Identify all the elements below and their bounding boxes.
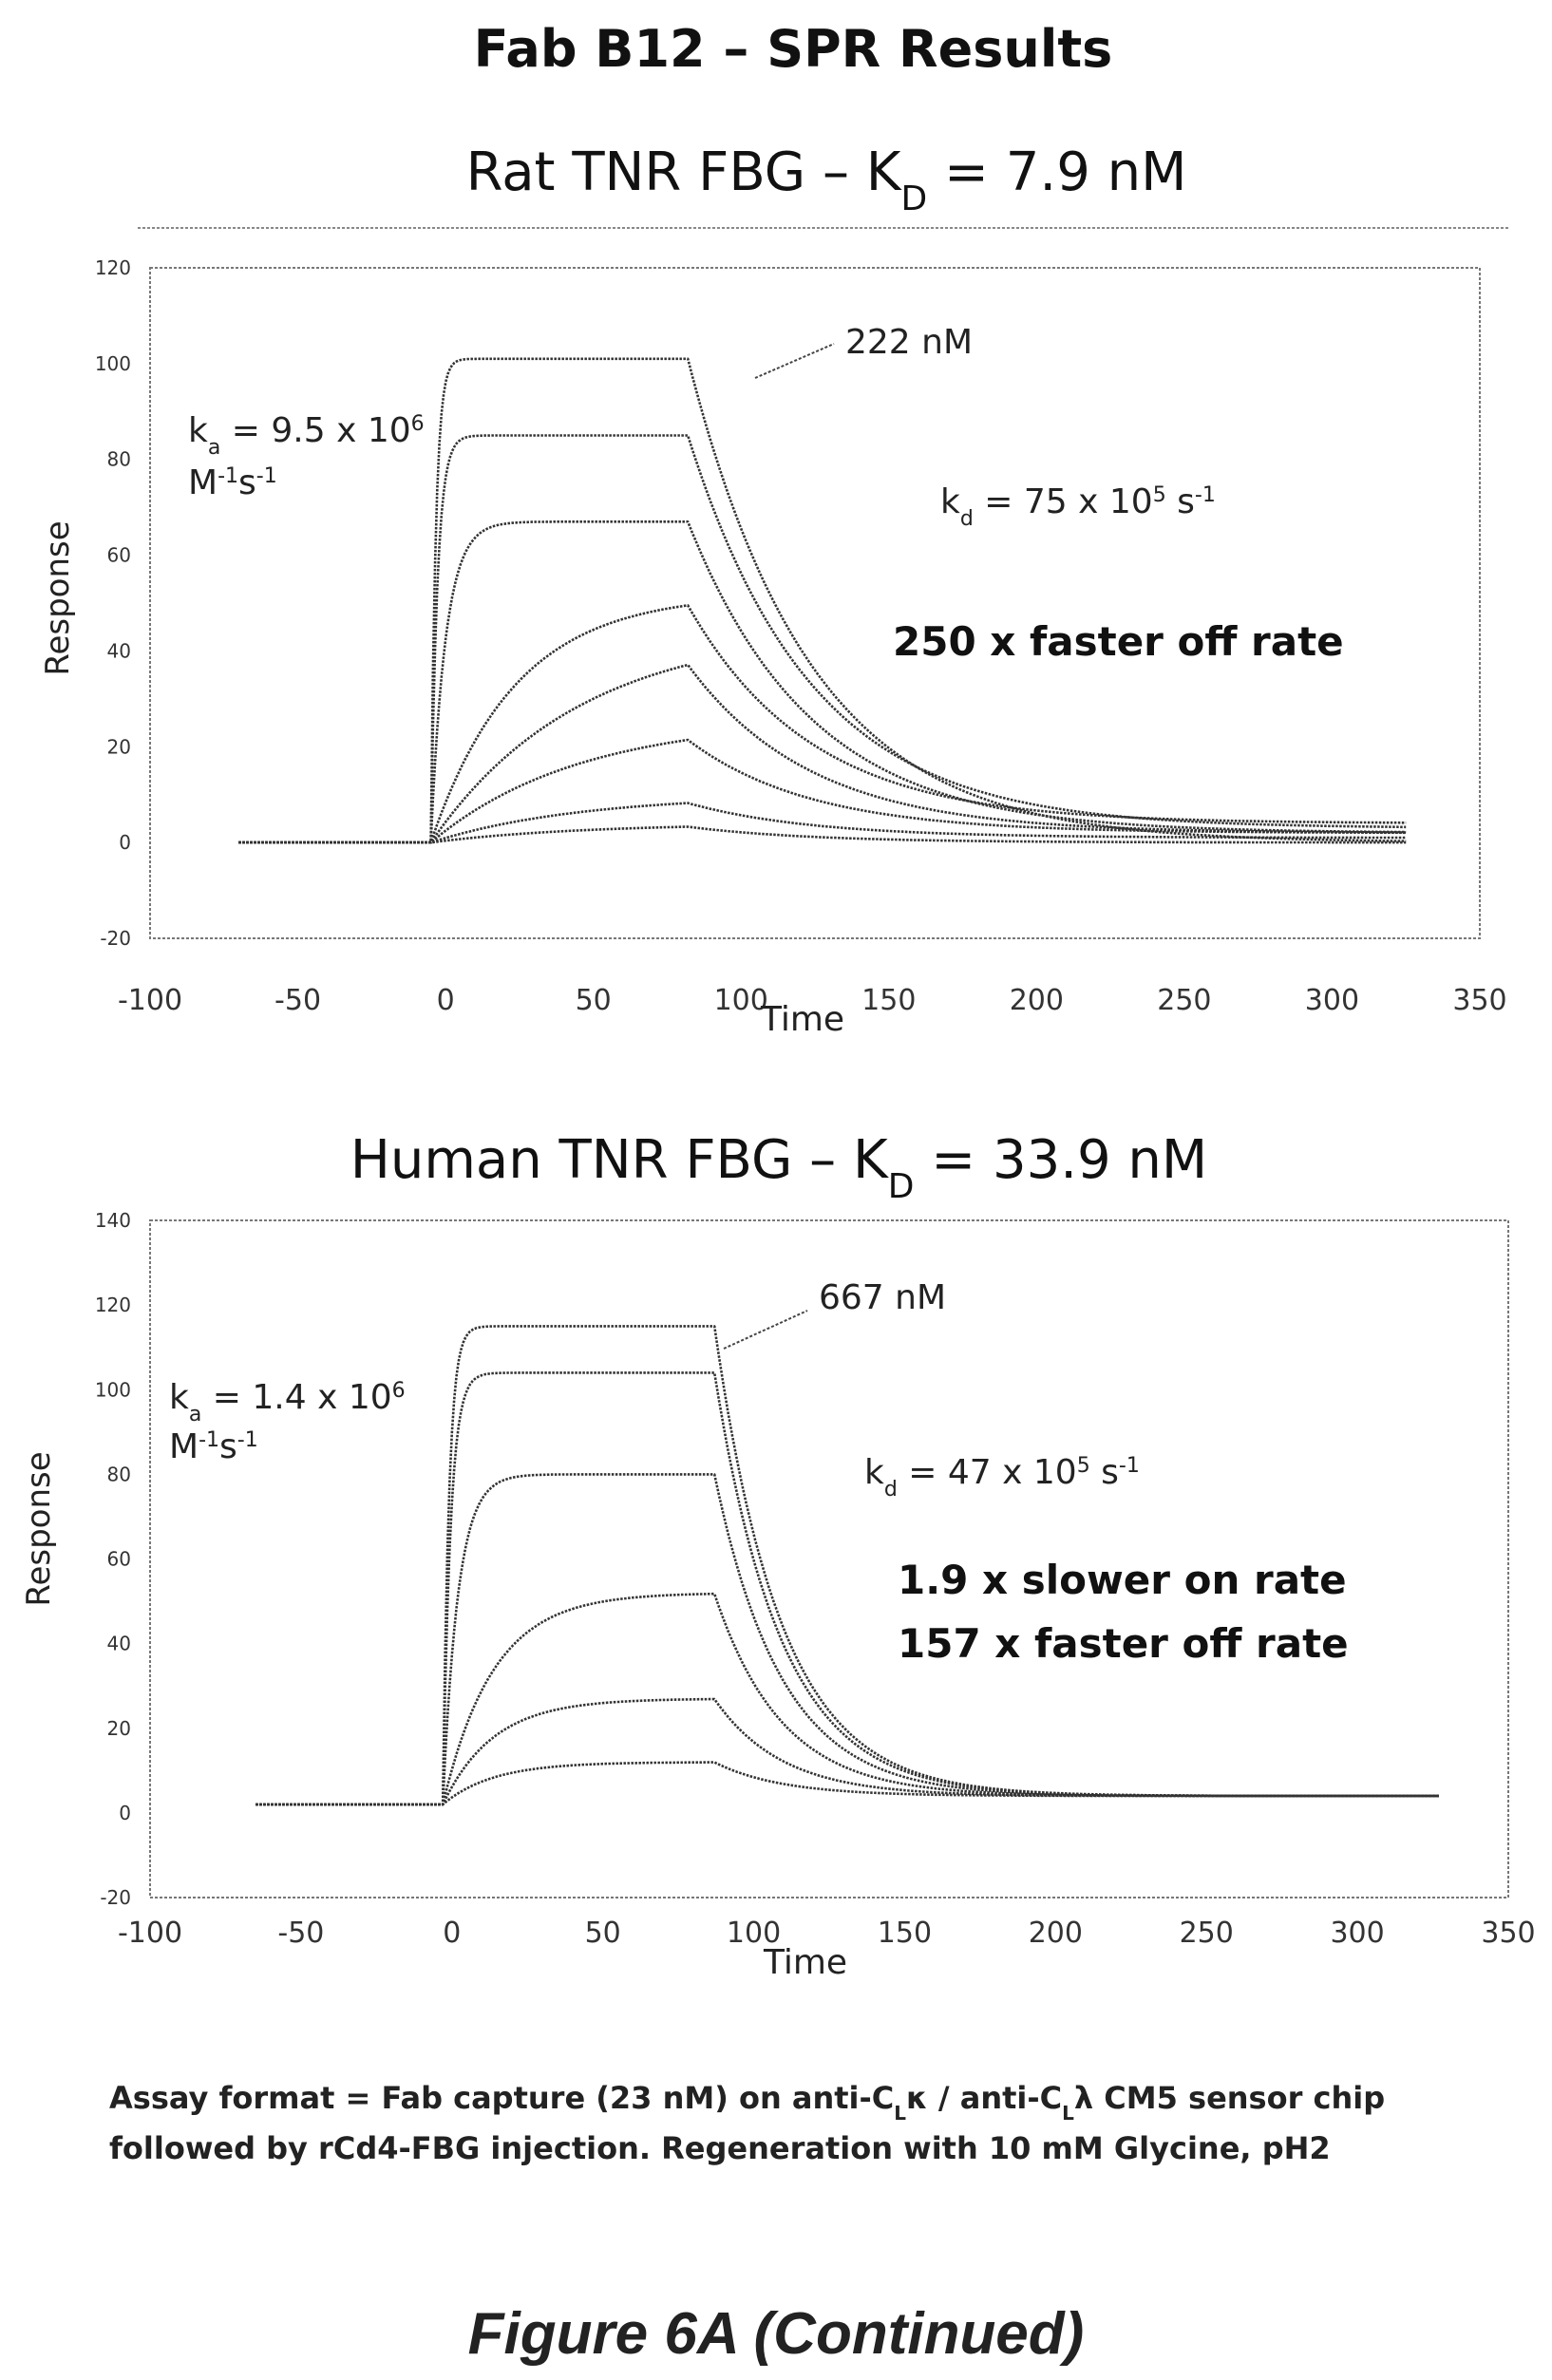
x-tick-label: 50 xyxy=(585,1917,621,1950)
sensorgram-curve-7 xyxy=(238,802,1407,844)
y-tick-label: 80 xyxy=(107,1463,131,1485)
sensorgram-curve-6 xyxy=(256,1761,1439,1806)
y-tick-labels: 140 120 100 80 60 40 20 0 -20 xyxy=(95,1209,131,1909)
sensorgram-curves xyxy=(256,1325,1439,1806)
ka-unit-label: M-1s-1 xyxy=(188,463,277,502)
x-tick-label: 250 xyxy=(1157,984,1211,1017)
y-tick-label: 80 xyxy=(107,448,131,471)
x-tick-label: 200 xyxy=(1010,984,1064,1017)
plot-area-frame xyxy=(149,1219,1509,1898)
sensorgram-curve-2 xyxy=(256,1371,1439,1806)
sensorgram-curve-4 xyxy=(238,604,1407,844)
y-tick-label: 0 xyxy=(119,831,131,854)
sensorgram-curve-8 xyxy=(238,825,1407,844)
chart-rat-tnr-fbg: Rat TNR FBG – KD = 7.9 nM 120 100 80 60 40 20… xyxy=(39,142,1508,1039)
y-tick-label: 40 xyxy=(107,1633,131,1655)
x-tick-label: 200 xyxy=(1029,1917,1083,1950)
rate-comparison-note: 250 x faster off rate xyxy=(893,618,1344,665)
y-tick-label: 20 xyxy=(107,735,131,758)
x-tick-label: -100 xyxy=(118,1917,182,1950)
x-tick-label: -50 xyxy=(277,1917,324,1950)
plot-area-frame xyxy=(149,267,1481,939)
sensorgram-curve-5 xyxy=(238,663,1407,844)
y-tick-labels: 120 100 80 60 40 20 0 -20 xyxy=(95,256,131,950)
y-axis-label: Response xyxy=(39,520,77,675)
x-tick-labels: -100 -50 0 50 100 150 200 250 300 350 xyxy=(118,984,1507,1017)
y-tick-label: 100 xyxy=(95,352,131,375)
y-tick-label: 60 xyxy=(107,544,131,567)
x-tick-label: 250 xyxy=(1180,1917,1234,1950)
sensorgram-curve-5 xyxy=(256,1697,1439,1806)
y-tick-label: 40 xyxy=(107,639,131,662)
rate-comparison-note: 1.9 x slower on rate xyxy=(898,1557,1347,1603)
x-tick-label: -50 xyxy=(274,984,321,1017)
y-tick-label: 100 xyxy=(95,1378,131,1401)
figure-header: Fab B12 – SPR Results xyxy=(474,19,1113,79)
rate-comparison-note-2: 157 x faster off rate xyxy=(898,1620,1349,1667)
y-tick-label: -20 xyxy=(100,1886,131,1909)
y-tick-label: 0 xyxy=(119,1802,131,1824)
x-tick-label: 150 xyxy=(861,984,916,1017)
x-tick-label: 0 xyxy=(437,984,455,1017)
ka-unit-label: M-1s-1 xyxy=(169,1427,258,1466)
concentration-label: 222 nM xyxy=(845,323,973,362)
x-tick-label: 300 xyxy=(1305,984,1359,1017)
x-tick-label: 150 xyxy=(878,1917,932,1950)
concentration-leader-line xyxy=(723,1310,808,1350)
assay-format-line-1: Assay format = Fab capture (23 nM) on an… xyxy=(109,2080,1385,2125)
sensorgram-curves xyxy=(238,357,1407,844)
chart-human-tnr-fbg: Human TNR FBG – KD = 33.9 nM 140 120 100 80… xyxy=(20,1129,1536,1982)
x-tick-label: 100 xyxy=(714,984,768,1017)
sensorgram-curve-3 xyxy=(238,520,1407,844)
sensorgram-curve-1 xyxy=(238,357,1407,844)
sensorgram-curve-1 xyxy=(256,1325,1439,1806)
x-axis-label: Time xyxy=(763,1943,847,1982)
concentration-label: 667 nM xyxy=(819,1278,946,1317)
kd-label: kd = 47 x 105 s-1 xyxy=(864,1453,1140,1502)
y-tick-label: 60 xyxy=(107,1548,131,1571)
x-tick-label: 0 xyxy=(443,1917,461,1950)
x-tick-label: 300 xyxy=(1330,1917,1384,1950)
y-axis-label: Response xyxy=(20,1451,58,1606)
chart-title: Rat TNR FBG – KD = 7.9 nM xyxy=(466,142,1187,218)
sensorgram-curve-6 xyxy=(238,738,1407,844)
y-tick-label: 140 xyxy=(95,1209,131,1232)
y-tick-label: -20 xyxy=(100,927,131,950)
x-tick-labels: -100 -50 0 50 100 150 200 250 300 350 xyxy=(118,1917,1536,1950)
y-tick-label: 120 xyxy=(95,256,131,279)
figure-label: Figure 6A (Continued) xyxy=(468,2301,1085,2367)
x-tick-label: 100 xyxy=(727,1917,781,1950)
ka-label: ka = 1.4 x 106 xyxy=(169,1378,406,1426)
y-tick-label: 20 xyxy=(107,1717,131,1740)
x-tick-label: 350 xyxy=(1452,984,1506,1017)
kd-label: kd = 75 x 105 s-1 xyxy=(940,482,1216,531)
y-tick-label: 120 xyxy=(95,1294,131,1316)
concentration-leader-line xyxy=(754,343,835,379)
ka-label: ka = 9.5 x 106 xyxy=(188,411,425,460)
x-axis-label: Time xyxy=(760,1000,844,1039)
x-tick-label: 50 xyxy=(576,984,612,1017)
x-tick-label: -100 xyxy=(118,984,182,1017)
sensorgram-curve-2 xyxy=(238,434,1407,844)
x-tick-label: 350 xyxy=(1481,1917,1535,1950)
chart-title: Human TNR FBG – KD = 33.9 nM xyxy=(350,1129,1208,1206)
assay-format-line-2: followed by rCd4-FBG injection. Regenera… xyxy=(109,2130,1331,2166)
